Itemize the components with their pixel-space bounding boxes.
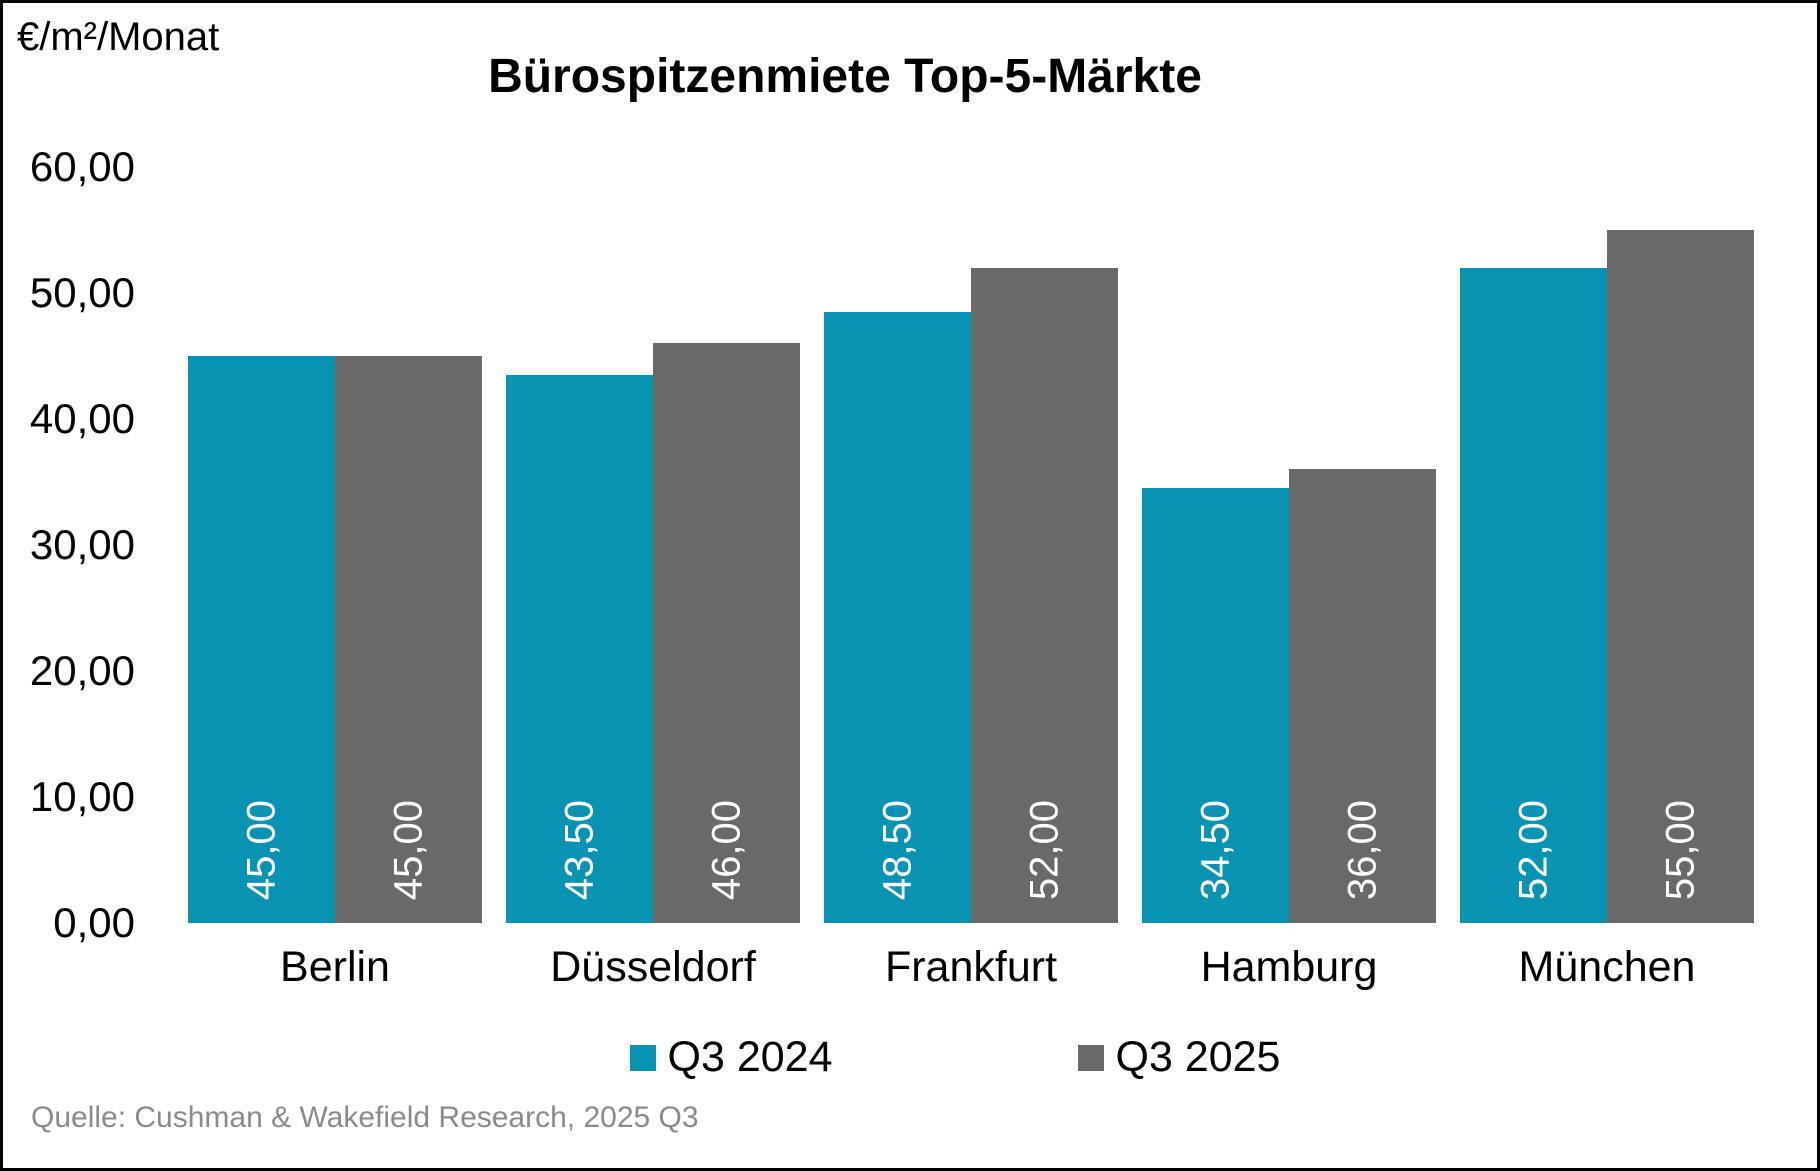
y-tick-label: 0,00 bbox=[53, 899, 135, 946]
x-axis-label-hamburg: Hamburg bbox=[1200, 943, 1378, 991]
bar-q3-2024-hamburg: 34,50 bbox=[1142, 488, 1289, 923]
x-axis-label-düsseldorf: Düsseldorf bbox=[550, 943, 756, 991]
y-tick-label: 20,00 bbox=[29, 647, 135, 694]
x-axis-labels: Berlin Düsseldorf Frankfurt Hamburg München bbox=[176, 943, 1766, 992]
y-tick-label: 60,00 bbox=[29, 143, 135, 190]
bar-value-label: 55,00 bbox=[1658, 799, 1702, 900]
bar-value-label: 45,00 bbox=[239, 799, 283, 900]
bar-q3-2025-düsseldorf: 46,00 bbox=[653, 343, 800, 923]
y-tick-label: 40,00 bbox=[29, 395, 135, 442]
chart-title: Bürospitzenmiete Top-5-Märkte bbox=[488, 50, 1202, 103]
plot-area: 45,00 45,00 43,50 46,00 48,50 52,00 34,50 36,00… bbox=[176, 167, 1766, 923]
legend-swatch-icon bbox=[1077, 1044, 1104, 1071]
bar-q3-2024-frankfurt: 48,50 bbox=[824, 311, 971, 923]
y-axis: 60,00 50,00 40,00 30,00 20,00 10,00 0,00 bbox=[3, 143, 135, 946]
y-tick-label: 30,00 bbox=[29, 521, 135, 568]
bar-q3-2025-münchen: 55,00 bbox=[1607, 230, 1754, 923]
bar-group-frankfurt: 48,50 52,00 bbox=[812, 167, 1130, 923]
y-tick-label: 50,00 bbox=[29, 269, 135, 316]
bar-q3-2024-berlin: 45,00 bbox=[188, 356, 335, 923]
legend-label: Q3 2024 bbox=[667, 1033, 833, 1081]
legend-item-q3-2024: Q3 2024 bbox=[629, 1033, 833, 1082]
legend: Q3 2024 Q3 2025 bbox=[48, 1033, 1817, 1082]
y-axis-unit-label: €/m²/Monat bbox=[17, 15, 220, 59]
legend-swatch-icon bbox=[629, 1044, 656, 1071]
bar-q3-2025-hamburg: 36,00 bbox=[1289, 469, 1436, 923]
x-axis-label-frankfurt: Frankfurt bbox=[884, 943, 1058, 991]
bar-value-label: 43,50 bbox=[557, 799, 601, 900]
bar-group-hamburg: 34,50 36,00 bbox=[1130, 167, 1448, 923]
bar-q3-2024-düsseldorf: 43,50 bbox=[506, 374, 653, 923]
source-note: Quelle: Cushman & Wakefield Research, 20… bbox=[31, 1101, 699, 1134]
bar-value-label: 36,00 bbox=[1340, 799, 1384, 900]
x-axis-label-münchen: München bbox=[1518, 943, 1696, 991]
bar-group-düsseldorf: 43,50 46,00 bbox=[494, 167, 812, 923]
bar-value-label: 46,00 bbox=[704, 799, 748, 900]
x-axis-label-berlin: Berlin bbox=[280, 943, 390, 991]
bar-group-münchen: 52,00 55,00 bbox=[1448, 167, 1766, 923]
bar-value-label: 52,00 bbox=[1511, 799, 1555, 900]
bar-q3-2024-münchen: 52,00 bbox=[1460, 267, 1607, 923]
bar-value-label: 34,50 bbox=[1193, 799, 1237, 900]
legend-item-q3-2025: Q3 2025 bbox=[1077, 1033, 1281, 1082]
bar-q3-2025-frankfurt: 52,00 bbox=[971, 267, 1118, 923]
bar-q3-2025-berlin: 45,00 bbox=[335, 356, 482, 923]
bar-group-berlin: 45,00 45,00 bbox=[176, 167, 494, 923]
bar-value-label: 48,50 bbox=[875, 799, 919, 900]
bar-value-label: 52,00 bbox=[1022, 799, 1066, 900]
legend-label: Q3 2025 bbox=[1115, 1033, 1281, 1081]
y-tick-label: 10,00 bbox=[29, 773, 135, 820]
bar-value-label: 45,00 bbox=[386, 799, 430, 900]
